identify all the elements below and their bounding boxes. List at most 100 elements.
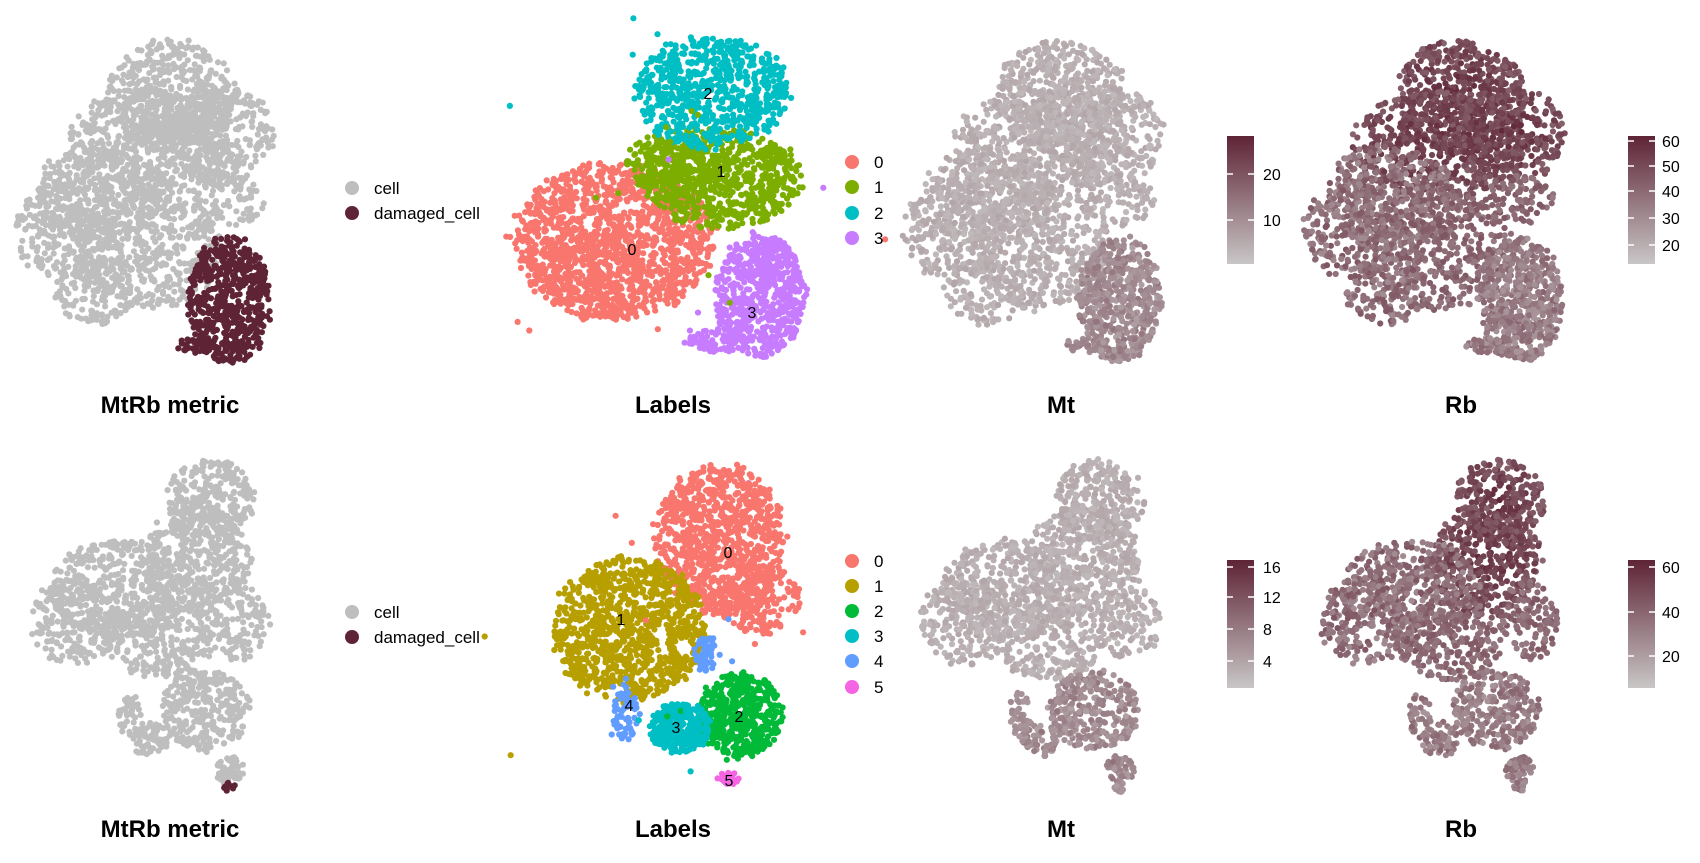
scatter-point [107, 83, 113, 89]
scatter-point [197, 271, 203, 277]
scatter-point [576, 280, 582, 286]
scatter-point [669, 267, 675, 273]
scatter-point [192, 112, 198, 118]
scatter-point [118, 203, 124, 209]
scatter-point [243, 113, 249, 119]
scatter-point [205, 74, 211, 80]
scatter-point [545, 277, 551, 283]
scatter-point [558, 301, 564, 307]
scatter-point [590, 287, 596, 293]
scatter-point [541, 253, 547, 259]
scatter-point [662, 297, 668, 303]
scatter-point [123, 197, 129, 203]
scatter-point [672, 275, 678, 281]
scatter-point [22, 226, 28, 232]
scatter-point [45, 272, 51, 278]
scatter-point [583, 290, 589, 296]
scatter-point [89, 224, 95, 230]
scatter-point [105, 210, 111, 216]
scatter-point [156, 67, 162, 73]
scatter-point [210, 188, 216, 194]
scatter-point [618, 218, 624, 224]
scatter-point [576, 234, 582, 240]
scatter-point [82, 168, 88, 174]
scatter-point [115, 192, 121, 198]
scatter-point [120, 270, 126, 276]
scatter-point [161, 81, 167, 87]
scatter-point [150, 305, 156, 311]
scatter-point [101, 193, 107, 199]
scatter-point [71, 163, 77, 169]
scatter-point [512, 213, 518, 219]
scatter-point [155, 164, 161, 170]
scatter-point [192, 61, 198, 67]
scatter-point [65, 216, 71, 222]
scatter-point [637, 234, 643, 240]
scatter-point [212, 85, 218, 91]
scatter-point [220, 86, 226, 92]
scatter-point [104, 218, 110, 224]
scatter-point [69, 149, 75, 155]
scatter-point [201, 233, 207, 239]
scatter-point [631, 233, 637, 239]
scatter-point [615, 259, 621, 265]
scatter-point [167, 119, 173, 125]
scatter-point [653, 224, 659, 230]
scatter-point [612, 307, 618, 313]
scatter-point [533, 194, 539, 200]
scatter-point [104, 132, 110, 138]
scatter-point [232, 81, 238, 87]
scatter-point [220, 174, 226, 180]
scatter-point [583, 309, 589, 315]
scatter-point [235, 284, 241, 290]
scatter-point [235, 262, 241, 268]
scatter-point [139, 191, 145, 197]
scatter-point [541, 228, 547, 234]
scatter-point [151, 278, 157, 284]
scatter-point [569, 273, 575, 279]
scatter-point [222, 347, 228, 353]
scatter-point [620, 297, 626, 303]
scatter-point [612, 245, 618, 251]
scatter-point [575, 288, 581, 294]
scatter-point [126, 273, 132, 279]
scatter-point [572, 255, 578, 261]
scatter-point [533, 205, 539, 211]
scatter-point [134, 226, 140, 232]
scatter-point [190, 232, 196, 238]
scatter-point [106, 224, 112, 230]
scatter-point [19, 238, 25, 244]
scatter-point [227, 251, 233, 257]
scatter-point [178, 215, 184, 221]
scatter-point [85, 229, 91, 235]
scatter-point [39, 230, 45, 236]
scatter-point [192, 104, 198, 110]
scatter-point [554, 223, 560, 229]
scatter-point [543, 294, 549, 300]
scatter-point [640, 301, 646, 307]
scatter-point [189, 289, 195, 295]
scatter-point [74, 156, 80, 162]
scatter-point [166, 163, 172, 169]
scatter-point [556, 263, 562, 269]
scatter-point [526, 263, 532, 269]
scatter-point [96, 171, 102, 177]
scatter-point [148, 50, 154, 56]
scatter-point [656, 213, 662, 219]
scatter-point [53, 206, 59, 212]
scatter-point [187, 121, 193, 127]
scatter-point [50, 245, 56, 251]
scatter-point [71, 189, 77, 195]
scatter-point [247, 263, 253, 269]
scatter-point [153, 223, 159, 229]
scatter-point [569, 301, 575, 307]
scatter-point [214, 309, 220, 315]
scatter-point [127, 219, 133, 225]
scatter-point [128, 71, 134, 77]
scatter-point [85, 239, 91, 245]
scatter-point [148, 41, 154, 47]
scatter-point [124, 183, 130, 189]
scatter-point [260, 100, 266, 106]
legend-mtrb-top: cell damaged_cell [345, 179, 480, 223]
scatter-point [258, 107, 264, 113]
